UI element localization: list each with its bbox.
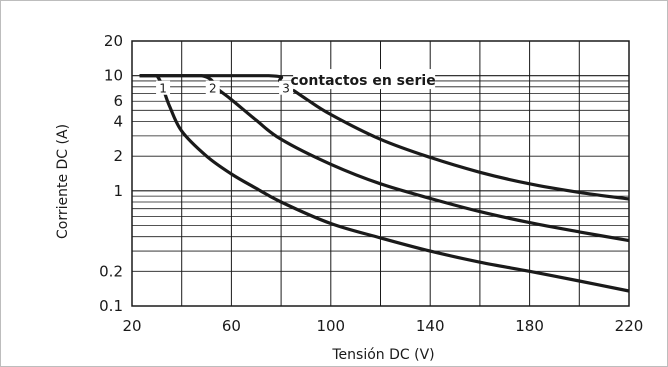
curve-label-3: 3 bbox=[282, 82, 290, 96]
y-tick-label: 2 bbox=[113, 147, 123, 165]
curve-label-background bbox=[205, 80, 220, 95]
curve-label-2: 2 bbox=[209, 82, 217, 96]
x-tick-label: 60 bbox=[222, 317, 241, 335]
curve-labels: 1 2 3 contactos en serie bbox=[156, 69, 436, 96]
series-annotation: contactos en serie bbox=[291, 73, 436, 89]
y-tick-label: 0.1 bbox=[99, 297, 123, 315]
curve-2 bbox=[139, 74, 630, 243]
curves bbox=[139, 74, 630, 293]
x-tick-label: 220 bbox=[615, 317, 644, 335]
x-tick-label: 100 bbox=[316, 317, 345, 335]
x-tick-label: 140 bbox=[416, 317, 445, 335]
y-tick-label: 0.2 bbox=[99, 262, 123, 280]
y-axis-title: Corriente DC (A) bbox=[55, 124, 71, 239]
x-tick-label: 180 bbox=[515, 317, 544, 335]
x-axis-title: Tensión DC (V) bbox=[331, 347, 434, 363]
y-tick-label: 20 bbox=[104, 32, 123, 50]
curve-label-background bbox=[279, 80, 294, 95]
x-axis-ticks: 20 60 100 140 180 220 bbox=[122, 317, 643, 335]
annotation-background bbox=[293, 69, 436, 90]
plot-area-border bbox=[131, 40, 630, 307]
y-tick-label: 1 bbox=[113, 182, 123, 200]
curve-1 bbox=[139, 74, 630, 293]
curve-label-background bbox=[156, 80, 171, 95]
y-tick-label: 4 bbox=[113, 112, 123, 130]
curve-label-1: 1 bbox=[159, 82, 167, 96]
y-axis-ticks: 0.1 0.2 1 2 4 6 10 20 bbox=[99, 32, 123, 315]
x-tick-label: 20 bbox=[122, 317, 141, 335]
y-tick-label: 6 bbox=[113, 92, 123, 110]
y-tick-label: 10 bbox=[104, 67, 123, 85]
